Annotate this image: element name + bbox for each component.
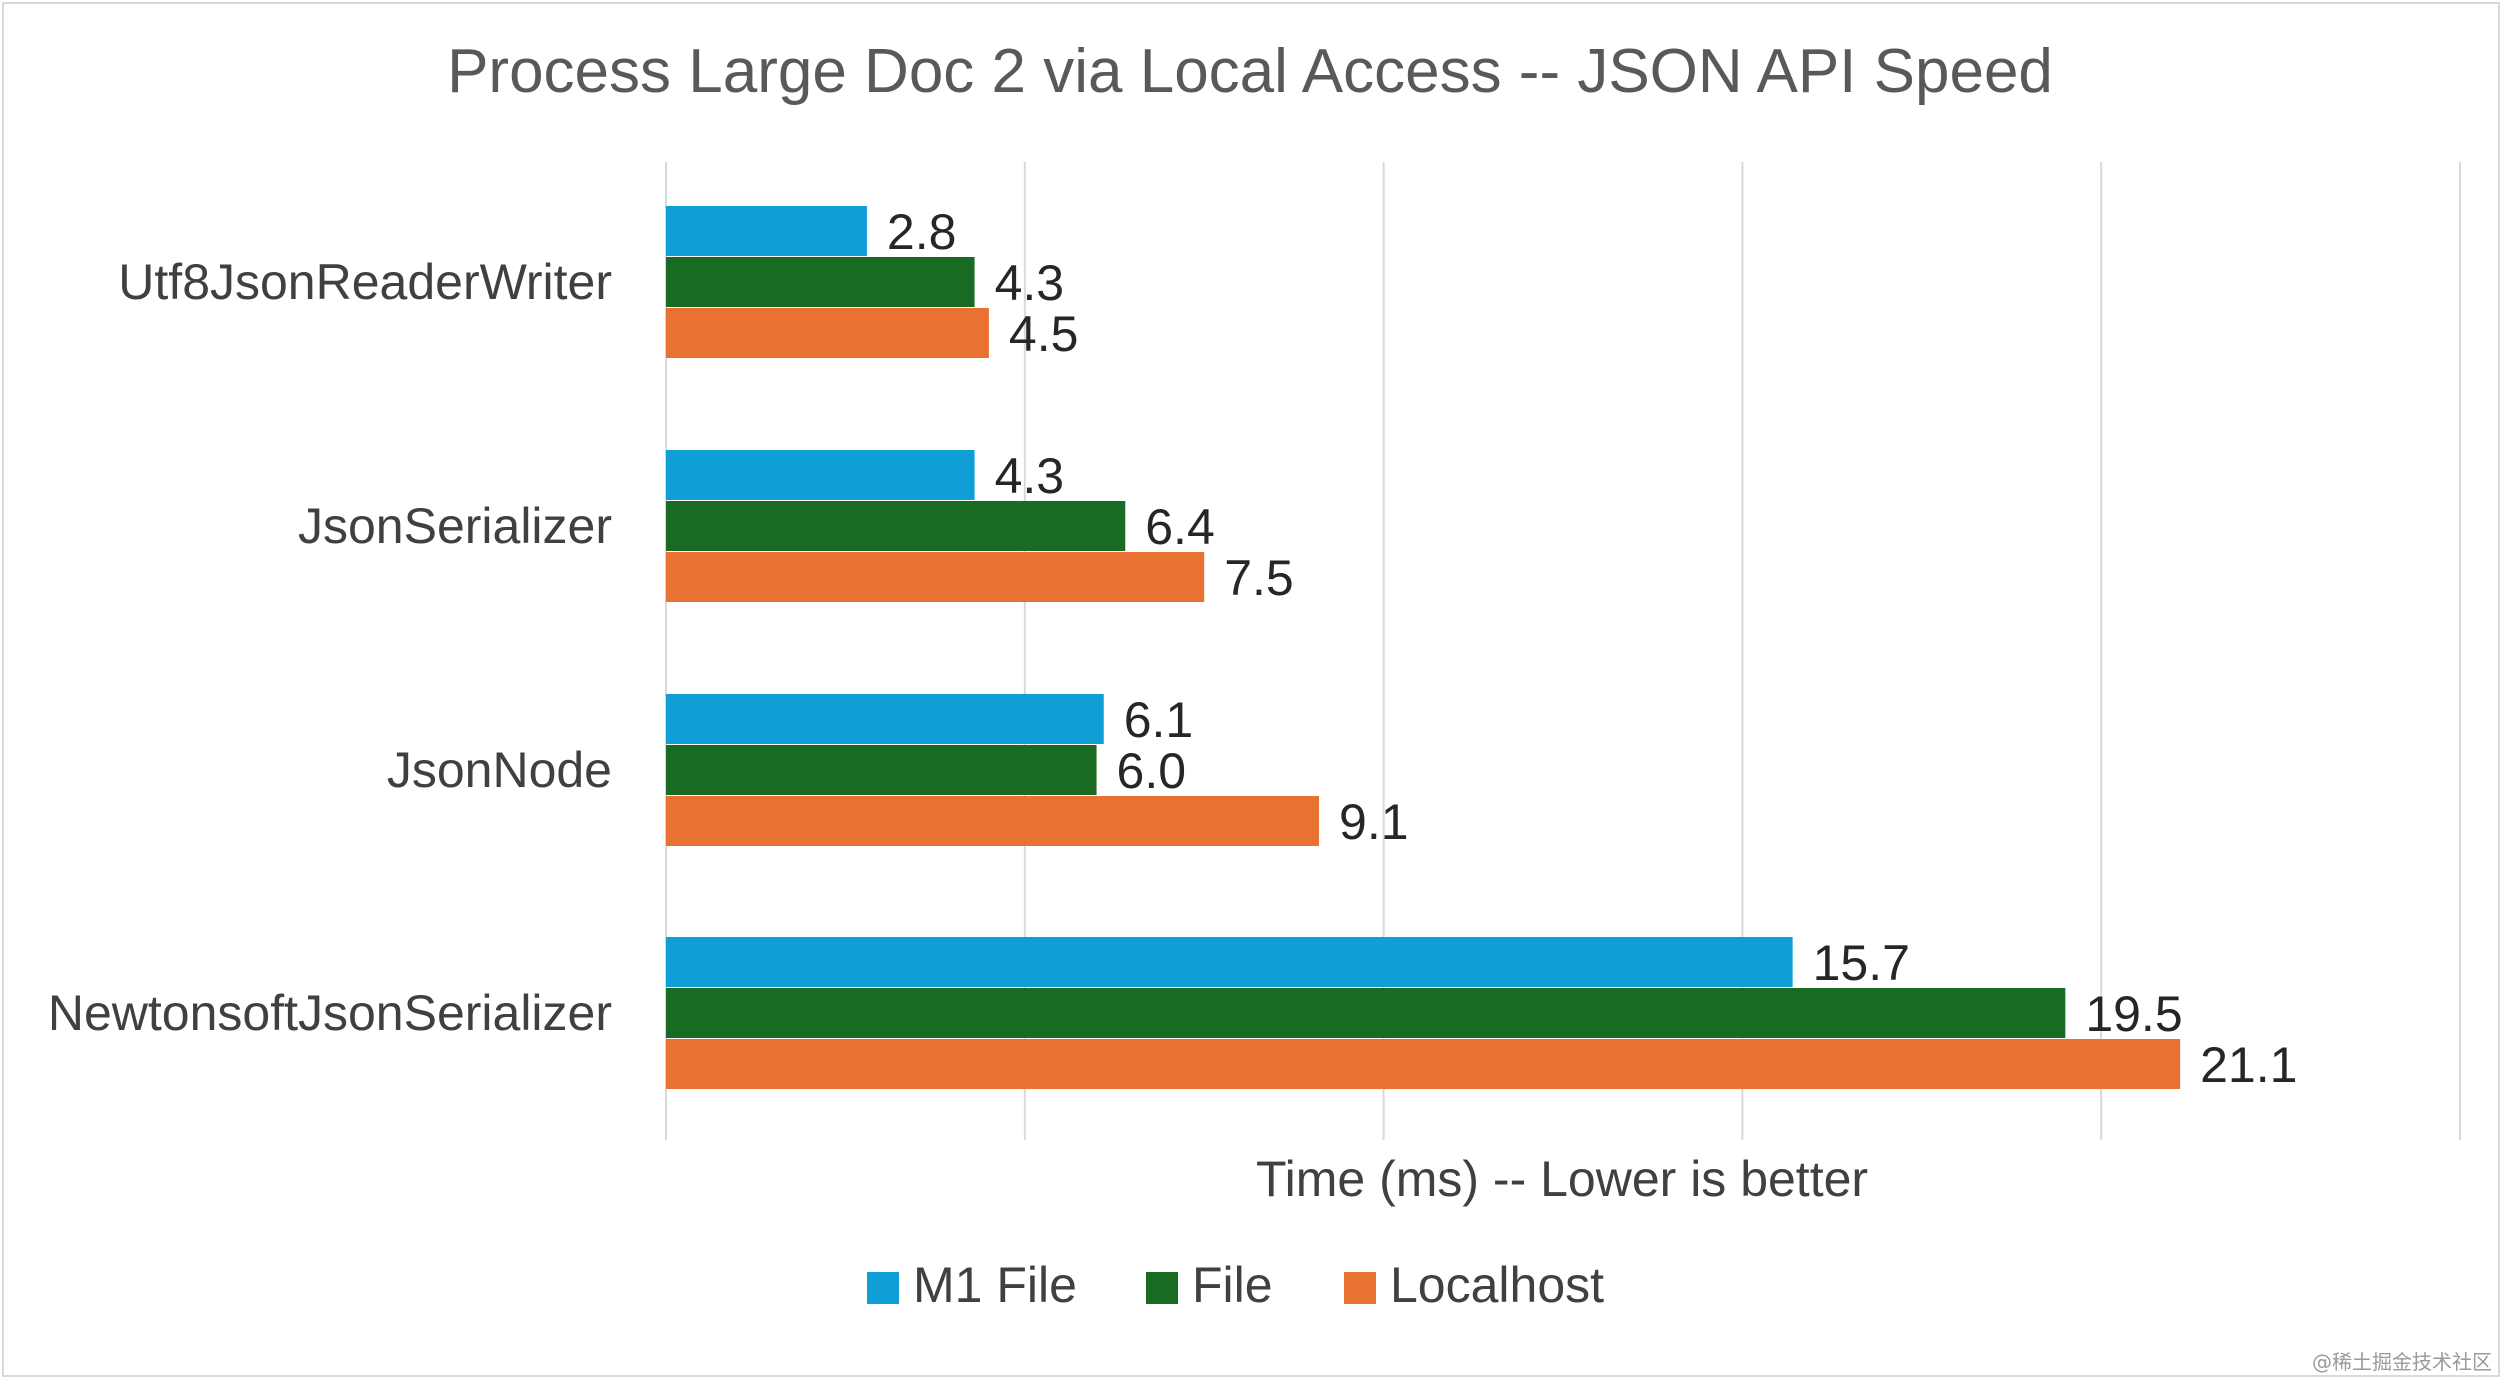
data-label: 2.8	[887, 204, 957, 260]
bars	[666, 206, 2181, 1089]
bar	[666, 257, 975, 307]
legend-swatch	[1344, 1272, 1376, 1304]
bar	[666, 988, 2066, 1038]
category-label: Utf8JsonReaderWriter	[118, 254, 612, 310]
data-label: 4.3	[995, 448, 1065, 504]
legend: M1 File File Localhost	[867, 1257, 1604, 1313]
legend-swatch	[867, 1272, 899, 1304]
data-label: 7.5	[1224, 550, 1294, 606]
bar	[666, 308, 989, 358]
category-label: JsonNode	[387, 742, 612, 798]
bar	[666, 450, 975, 500]
legend-label: M1 File	[913, 1257, 1077, 1313]
legend-label: Localhost	[1390, 1257, 1604, 1313]
category-label: JsonSerializer	[298, 498, 612, 554]
data-labels: 2.84.34.54.36.47.56.16.09.115.719.521.1	[887, 204, 2298, 1093]
chart-title: Process Large Doc 2 via Local Access -- …	[447, 37, 2053, 106]
bar	[666, 1039, 2181, 1089]
legend-swatch	[1146, 1272, 1178, 1304]
bar	[666, 937, 1793, 987]
bar	[666, 501, 1126, 551]
data-label: 19.5	[2085, 986, 2182, 1042]
data-label: 6.4	[1145, 499, 1215, 555]
data-label: 21.1	[2200, 1037, 2297, 1093]
data-label: 6.1	[1124, 692, 1194, 748]
legend-label: File	[1192, 1257, 1273, 1313]
x-axis-title: Time (ms) -- Lower is better	[1256, 1151, 1868, 1207]
bar	[666, 552, 1205, 602]
data-label: 4.3	[995, 255, 1065, 311]
category-labels: Utf8JsonReaderWriter JsonSerializer JsonNo…	[48, 254, 612, 1041]
data-label: 15.7	[1813, 935, 1910, 991]
data-label: 4.5	[1009, 306, 1079, 362]
watermark: @稀土掘金技术社区	[2312, 1350, 2492, 1374]
category-label: NewtonsoftJsonSerializer	[48, 985, 612, 1041]
bar	[666, 745, 1097, 795]
bar	[666, 796, 1320, 846]
bar	[666, 694, 1104, 744]
data-label: 6.0	[1117, 743, 1187, 799]
data-label: 9.1	[1339, 794, 1409, 850]
bar	[666, 206, 867, 256]
